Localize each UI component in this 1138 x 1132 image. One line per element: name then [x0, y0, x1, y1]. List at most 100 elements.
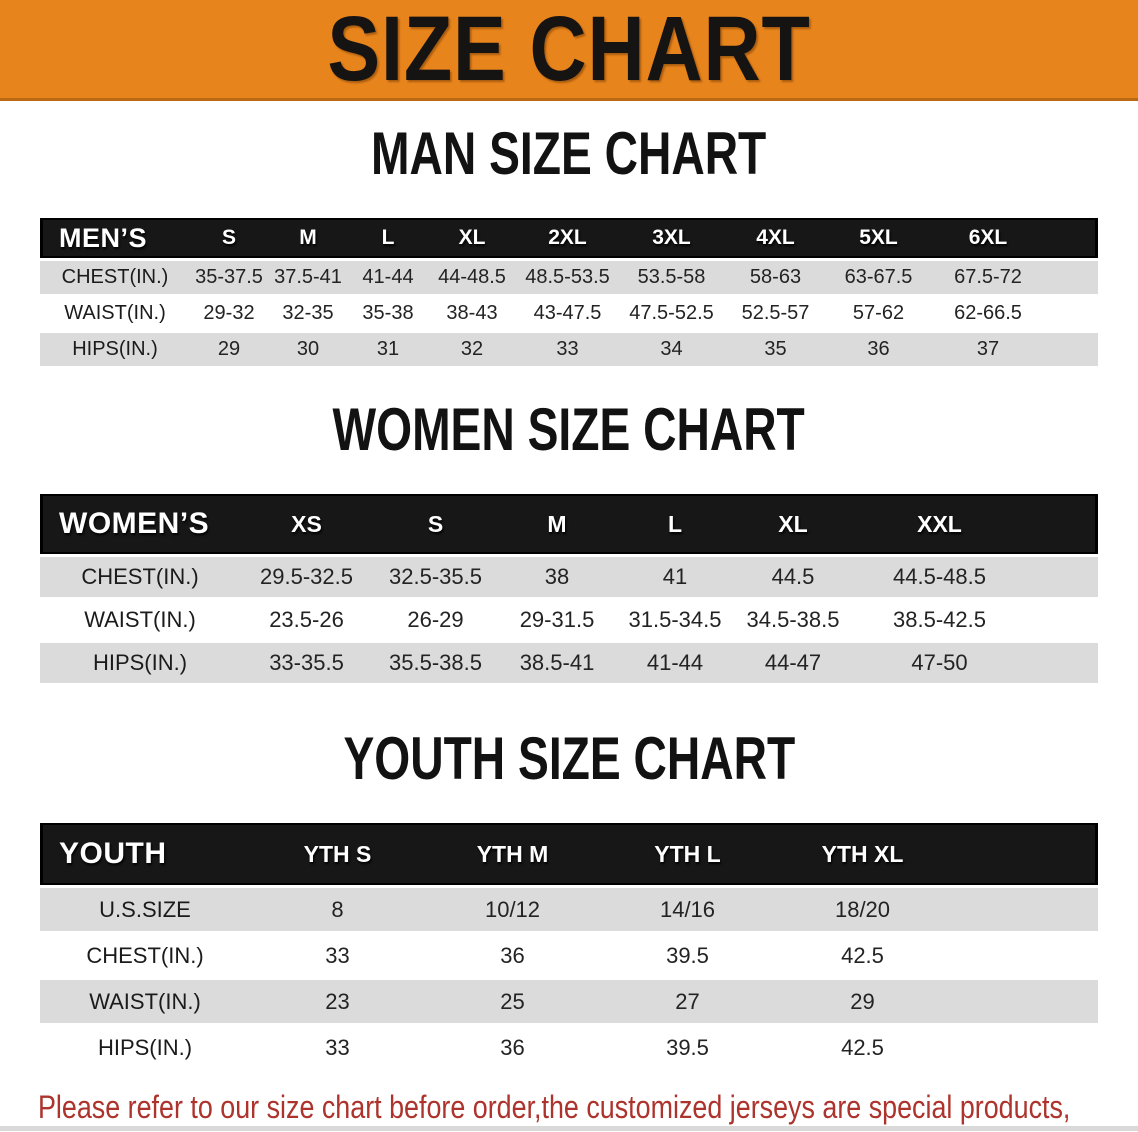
size-column-header: YTH M	[425, 823, 600, 885]
row-filler	[950, 934, 1098, 977]
row-filler	[950, 980, 1098, 1023]
size-column-header: L	[348, 218, 428, 258]
table-corner-label: MEN’S	[40, 218, 190, 258]
measure-label: WAIST(IN.)	[40, 297, 190, 330]
size-value-cell: 52.5-57	[724, 297, 827, 330]
size-column-header: XL	[734, 494, 852, 554]
header-filler	[950, 823, 1098, 885]
size-value-cell: 32	[428, 333, 516, 366]
table-row: HIPS(IN.) 33 36 39.5 42.5	[40, 1026, 1098, 1069]
row-filler	[1046, 297, 1098, 330]
measure-label: HIPS(IN.)	[40, 1026, 250, 1069]
size-value-cell: 38-43	[428, 297, 516, 330]
size-value-cell: 58-63	[724, 261, 827, 294]
size-column-header: YTH XL	[775, 823, 950, 885]
size-value-cell: 39.5	[600, 1026, 775, 1069]
size-value-cell: 48.5-53.5	[516, 261, 619, 294]
row-filler	[1027, 557, 1098, 597]
size-value-cell: 35-38	[348, 297, 428, 330]
measure-label: WAIST(IN.)	[40, 600, 240, 640]
size-value-cell: 23	[250, 980, 425, 1023]
size-value-cell: 39.5	[600, 934, 775, 977]
women-section-heading: WOMEN SIZE CHART	[0, 399, 1138, 477]
section-men: MAN SIZE CHART MEN’S S M L XL 2XL 3XL 4XL 5XL 6XL…	[0, 123, 1138, 369]
size-value-cell: 31.5-34.5	[616, 600, 734, 640]
youth-section-heading: YOUTH SIZE CHART	[0, 728, 1138, 806]
size-value-cell: 32-35	[268, 297, 348, 330]
size-column-header: YTH S	[250, 823, 425, 885]
size-value-cell: 32.5-35.5	[373, 557, 498, 597]
size-column-header: XL	[428, 218, 516, 258]
size-column-header: M	[498, 494, 616, 554]
bottom-divider	[0, 1126, 1138, 1131]
size-value-cell: 27	[600, 980, 775, 1023]
size-value-cell: 47.5-52.5	[619, 297, 724, 330]
row-filler	[1027, 600, 1098, 640]
youth-size-table: YOUTH YTH S YTH M YTH L YTH XL U.S.SIZE 8 10/12…	[40, 820, 1098, 1072]
size-column-header: S	[373, 494, 498, 554]
size-column-header: 3XL	[619, 218, 724, 258]
size-value-cell: 38.5-41	[498, 643, 616, 683]
size-value-cell: 36	[425, 934, 600, 977]
page-title: SIZE CHART	[327, 0, 811, 100]
size-column-header: XXL	[852, 494, 1027, 554]
size-value-cell: 25	[425, 980, 600, 1023]
size-value-cell: 23.5-26	[240, 600, 373, 640]
table-header-row: MEN’S S M L XL 2XL 3XL 4XL 5XL 6XL	[40, 218, 1098, 258]
table-corner-label: YOUTH	[40, 823, 250, 885]
size-value-cell: 38	[498, 557, 616, 597]
size-column-header: 5XL	[827, 218, 930, 258]
table-row: HIPS(IN.) 29 30 31 32 33 34 35 36 37	[40, 333, 1098, 366]
size-column-header: 4XL	[724, 218, 827, 258]
measure-label: WAIST(IN.)	[40, 980, 250, 1023]
size-value-cell: 38.5-42.5	[852, 600, 1027, 640]
table-row: WAIST(IN.) 23.5-26 26-29 29-31.5 31.5-34.5 34…	[40, 600, 1098, 640]
measure-label: CHEST(IN.)	[40, 261, 190, 294]
measure-label: CHEST(IN.)	[40, 934, 250, 977]
size-value-cell: 36	[827, 333, 930, 366]
size-value-cell: 33-35.5	[240, 643, 373, 683]
size-value-cell: 47-50	[852, 643, 1027, 683]
size-value-cell: 41-44	[616, 643, 734, 683]
size-value-cell: 42.5	[775, 1026, 950, 1069]
header-filler	[1046, 218, 1098, 258]
size-value-cell: 31	[348, 333, 428, 366]
measure-label: HIPS(IN.)	[40, 333, 190, 366]
size-value-cell: 18/20	[775, 888, 950, 931]
size-value-cell: 35	[724, 333, 827, 366]
size-value-cell: 35-37.5	[190, 261, 268, 294]
table-row: CHEST(IN.) 35-37.5 37.5-41 41-44 44-48.5 48.5…	[40, 261, 1098, 294]
women-size-table: WOMEN’S XS S M L XL XXL CHEST(IN.) 29.5-32.5 32.5…	[40, 491, 1098, 686]
men-size-table: MEN’S S M L XL 2XL 3XL 4XL 5XL 6XL CHEST(IN.) 35-37…	[40, 215, 1098, 369]
size-value-cell: 44-47	[734, 643, 852, 683]
size-column-header: S	[190, 218, 268, 258]
size-value-cell: 30	[268, 333, 348, 366]
table-row: HIPS(IN.) 33-35.5 35.5-38.5 38.5-41 41-44 44-…	[40, 643, 1098, 683]
youth-heading-text: YOUTH SIZE CHART	[343, 725, 795, 792]
size-value-cell: 8	[250, 888, 425, 931]
measure-label: U.S.SIZE	[40, 888, 250, 931]
table-row: WAIST(IN.) 29-32 32-35 35-38 38-43 43-47.5 47.…	[40, 297, 1098, 330]
table-header-row: YOUTH YTH S YTH M YTH L YTH XL	[40, 823, 1098, 885]
size-value-cell: 62-66.5	[930, 297, 1046, 330]
section-youth: YOUTH SIZE CHART YOUTH YTH S YTH M YTH L YTH…	[0, 728, 1138, 1072]
size-value-cell: 41-44	[348, 261, 428, 294]
size-column-header: M	[268, 218, 348, 258]
women-heading-text: WOMEN SIZE CHART	[332, 396, 806, 463]
size-value-cell: 29	[775, 980, 950, 1023]
size-value-cell: 29-31.5	[498, 600, 616, 640]
footer-line-1: Please refer to our size chart before or…	[38, 1089, 1071, 1125]
measure-label: HIPS(IN.)	[40, 643, 240, 683]
section-women: WOMEN SIZE CHART WOMEN’S XS S M L XL XXL CHEST(…	[0, 399, 1138, 686]
table-row: WAIST(IN.) 23 25 27 29	[40, 980, 1098, 1023]
size-value-cell: 44.5	[734, 557, 852, 597]
row-filler	[950, 1026, 1098, 1069]
size-value-cell: 14/16	[600, 888, 775, 931]
size-value-cell: 36	[425, 1026, 600, 1069]
size-value-cell: 34	[619, 333, 724, 366]
size-value-cell: 29.5-32.5	[240, 557, 373, 597]
size-value-cell: 33	[250, 934, 425, 977]
table-row: CHEST(IN.) 29.5-32.5 32.5-35.5 38 41 44.5 44.5…	[40, 557, 1098, 597]
size-value-cell: 33	[516, 333, 619, 366]
banner: SIZE CHART	[0, 0, 1138, 101]
